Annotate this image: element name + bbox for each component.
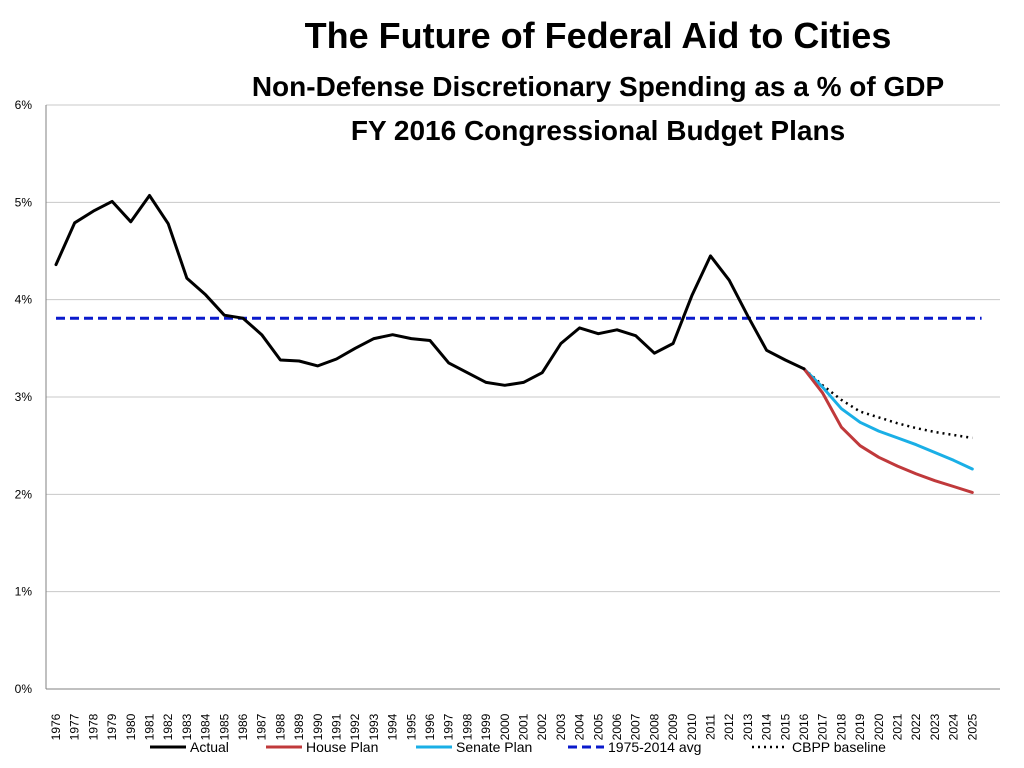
x-tick-label: 1980 bbox=[124, 713, 138, 740]
x-axis: 1976 1977 1978 1979 1980 1981 1982 1983 1984 1985… bbox=[46, 688, 1000, 740]
x-tick-label: 2015 bbox=[778, 713, 792, 740]
legend-label: 1975-2014 avg bbox=[608, 739, 701, 755]
chart-subtitle-1: Non-Defense Discretionary Spending as a … bbox=[252, 71, 944, 102]
x-tick-label: 2009 bbox=[666, 713, 680, 740]
x-tick-label: 1998 bbox=[460, 713, 474, 740]
x-tick-label: 1988 bbox=[273, 713, 287, 740]
x-tick-label: 1991 bbox=[330, 713, 344, 740]
x-tick-label: 1987 bbox=[255, 713, 269, 740]
x-tick-label: 2001 bbox=[517, 713, 531, 740]
x-tick-label: 1996 bbox=[423, 713, 437, 740]
x-tick-label: 2020 bbox=[872, 713, 886, 740]
x-tick-label: 1985 bbox=[217, 713, 231, 740]
legend-label: Actual bbox=[190, 739, 229, 755]
x-tick-label: 1992 bbox=[348, 713, 362, 740]
series-line-actual bbox=[54, 194, 806, 387]
x-tick-label: 2021 bbox=[891, 713, 905, 740]
x-tick-label: 2012 bbox=[722, 713, 736, 740]
x-tick-label: 2014 bbox=[760, 713, 774, 740]
x-tick-label: 2024 bbox=[947, 713, 961, 740]
x-tick-label: 1994 bbox=[386, 713, 400, 740]
series-line-cbpp-baseline bbox=[803, 367, 973, 440]
x-tick-label: 1993 bbox=[367, 713, 381, 740]
x-tick-label: 1982 bbox=[161, 713, 175, 740]
chart-subtitle-2: FY 2016 Congressional Budget Plans bbox=[351, 115, 845, 146]
gridlines bbox=[46, 104, 1000, 593]
x-tick-label: 2008 bbox=[647, 713, 661, 740]
x-tick-label: 2004 bbox=[573, 713, 587, 740]
y-tick-label: 5% bbox=[15, 195, 33, 209]
y-tick-label: 4% bbox=[15, 293, 33, 307]
x-tick-label: 1997 bbox=[442, 713, 456, 740]
x-tick-label: 1978 bbox=[86, 713, 100, 740]
series-line-house-plan bbox=[802, 367, 974, 494]
x-tick-label: 1976 bbox=[49, 713, 63, 740]
x-tick-label: 2019 bbox=[853, 713, 867, 740]
x-tick-label: 2025 bbox=[965, 713, 979, 740]
x-tick-label: 2010 bbox=[685, 713, 699, 740]
x-tick-label: 1981 bbox=[143, 713, 157, 740]
y-tick-label: 3% bbox=[15, 390, 33, 404]
x-tick-label: 1995 bbox=[404, 713, 418, 740]
x-tick-label: 1984 bbox=[199, 713, 213, 740]
x-tick-label: 2011 bbox=[704, 714, 718, 740]
chart-title: The Future of Federal Aid to Cities bbox=[305, 15, 892, 56]
y-tick-label: 0% bbox=[15, 682, 33, 696]
x-tick-label: 2002 bbox=[535, 713, 549, 740]
x-tick-label: 2003 bbox=[554, 713, 568, 740]
legend-label: House Plan bbox=[306, 739, 378, 755]
y-tick-label: 6% bbox=[15, 98, 33, 112]
x-tick-label: 2016 bbox=[797, 713, 811, 740]
legend: Actual House Plan Senate Plan 1975-2014 avg… bbox=[150, 739, 886, 755]
x-tick-label: 1983 bbox=[180, 713, 194, 740]
x-tick-label: 1977 bbox=[68, 713, 82, 740]
x-tick-label: 1989 bbox=[292, 713, 306, 740]
y-tick-label: 2% bbox=[15, 487, 33, 501]
x-tick-label: 1999 bbox=[479, 713, 493, 740]
y-axis: 0% 1% 2% 3% 4% 5% 6% bbox=[15, 98, 47, 696]
legend-label: CBPP baseline bbox=[792, 739, 886, 755]
x-tick-label: 2000 bbox=[498, 713, 512, 740]
x-tick-label: 2022 bbox=[909, 713, 923, 740]
x-tick-label: 1990 bbox=[311, 713, 325, 740]
y-tick-label: 1% bbox=[15, 585, 33, 599]
legend-label: Senate Plan bbox=[456, 739, 532, 755]
x-tick-label: 2007 bbox=[629, 713, 643, 740]
series-group bbox=[54, 194, 982, 494]
series-line-senate-plan bbox=[802, 367, 974, 471]
x-tick-label: 2023 bbox=[928, 713, 942, 740]
x-tick-label: 2017 bbox=[816, 713, 830, 740]
x-tick-label: 2013 bbox=[741, 713, 755, 740]
x-tick-label: 2006 bbox=[610, 713, 624, 740]
x-tick-label: 2005 bbox=[591, 713, 605, 740]
x-tick-label: 2018 bbox=[834, 713, 848, 740]
x-tick-label: 1979 bbox=[105, 713, 119, 740]
x-tick-label: 1986 bbox=[236, 713, 250, 740]
